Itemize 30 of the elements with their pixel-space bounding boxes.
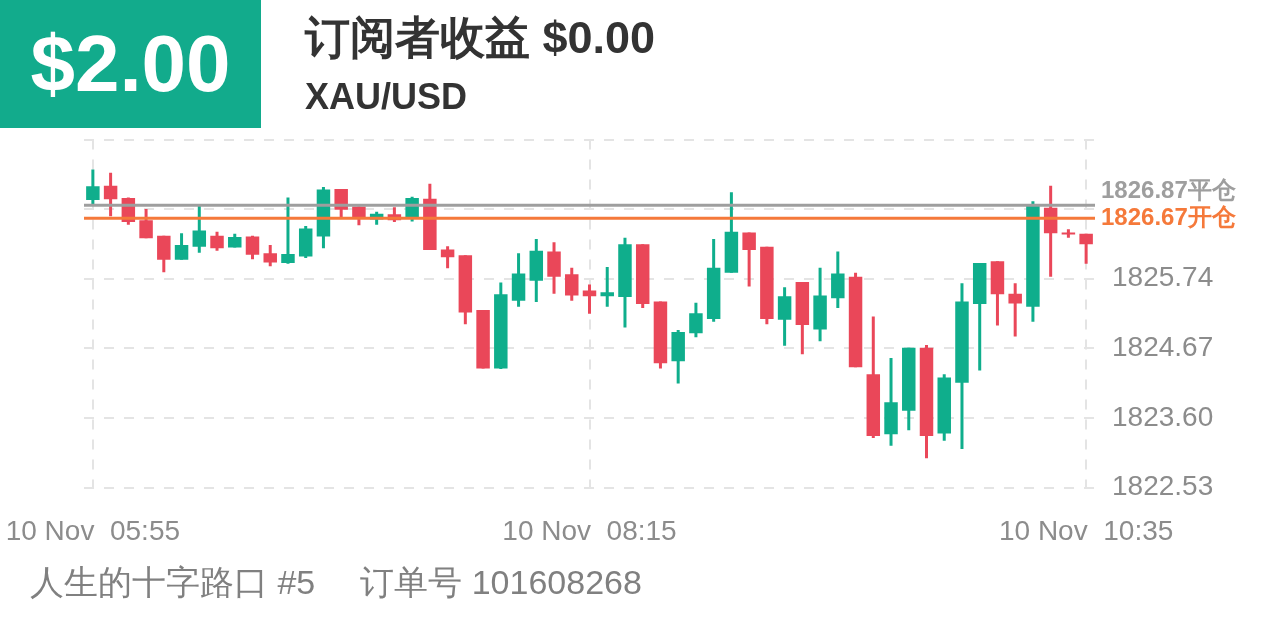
ref-line-label: 1826.87平仓 [1101,175,1237,203]
ref-line-label: 1826.67开仓 [1101,202,1237,230]
y-tick-label: 1824.67 [1112,331,1214,363]
y-tick-label: 1822.53 [1112,470,1214,502]
text: $2.00 [29,18,232,110]
candlestick [777,287,792,346]
candlestick [582,284,597,314]
candlestick [440,246,455,269]
chart-subtitle: XAU/USD [305,75,468,119]
candlestick [1008,283,1022,337]
x-tick-label: 10 Nov 05:55 [5,515,181,547]
candlestick [210,230,224,251]
candlestick [1079,232,1093,264]
y-tick-label: 1825.74 [1112,261,1214,293]
y-tick-label: 1823.60 [1112,400,1214,432]
candlestick [86,169,100,204]
candlestick [742,232,756,287]
candlestick [263,244,277,267]
candlestick [174,233,189,260]
chart-title: 订阅者收益 $0.00 [305,11,656,65]
candlestick [565,267,579,301]
text: 订单号 101608268 [360,562,642,603]
text: 人生的十字路口 #5 [30,562,316,603]
x-tick-label: 10 Nov 08:15 [502,515,677,547]
candlestick [689,301,703,339]
x-tick-label: 10 Nov 10:35 [998,515,1174,547]
candlestick [281,197,295,264]
candlestick [600,266,614,307]
candlestick [139,209,153,239]
candlestick [103,172,118,217]
